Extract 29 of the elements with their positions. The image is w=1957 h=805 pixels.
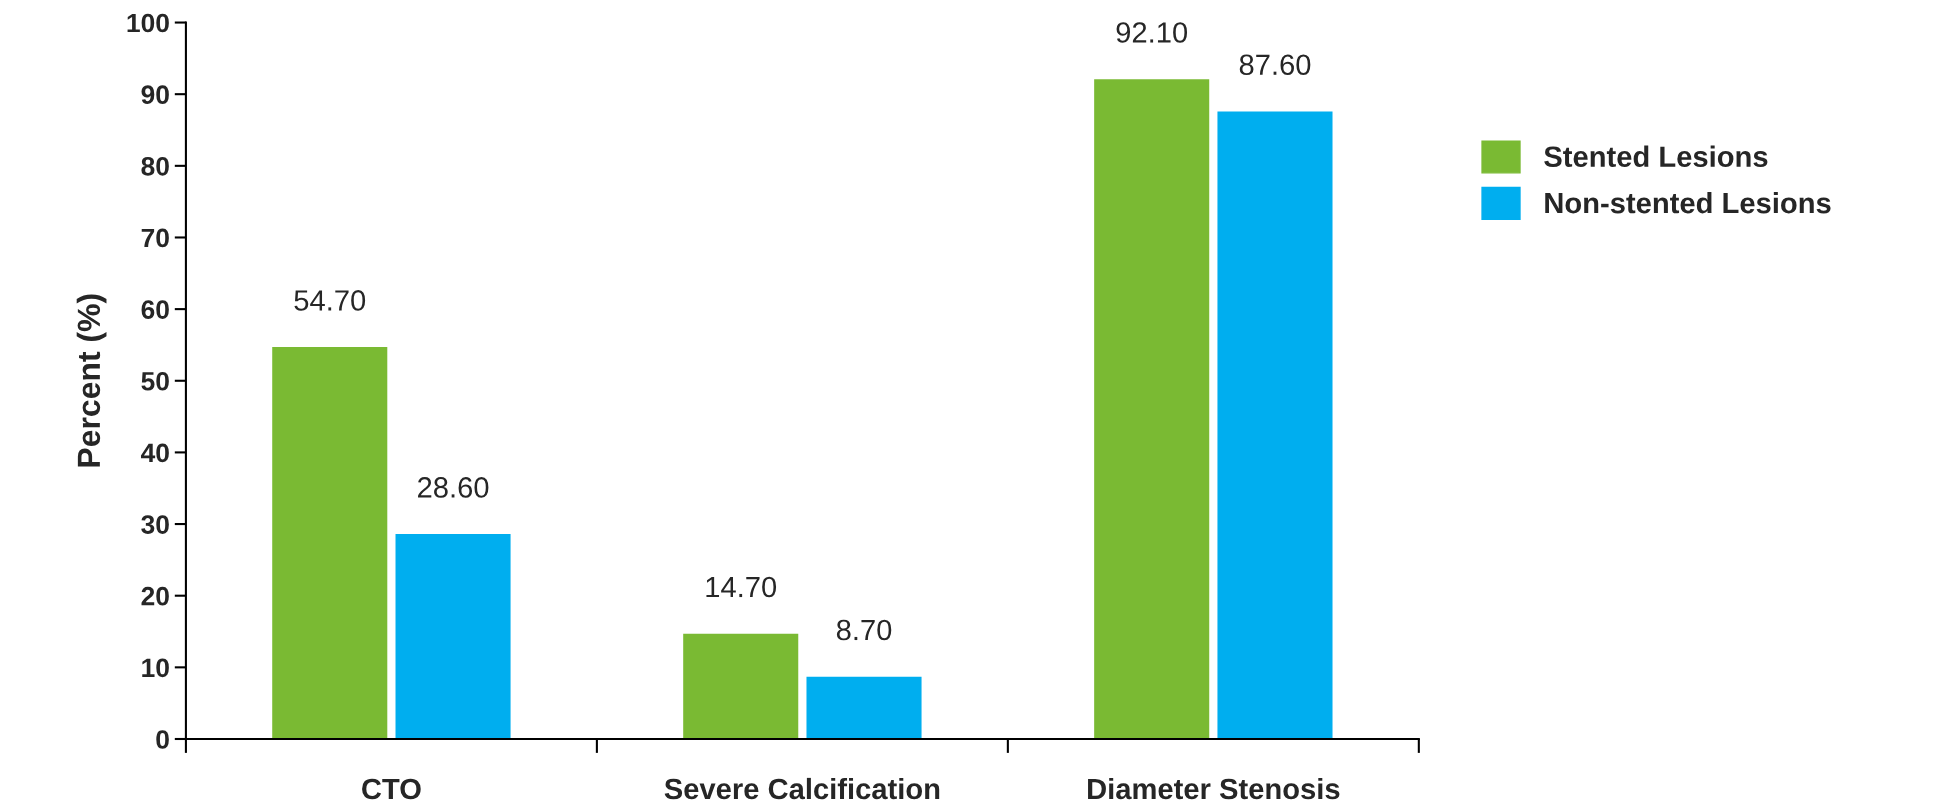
bar [1094,79,1210,739]
data-label: 28.60 [418,477,489,498]
y-tick-label: 90 [141,85,169,105]
y-tick-label: 60 [141,300,169,319]
bar [272,347,388,739]
legend-label: Non-stented Lesions [1545,191,1831,214]
bar [1217,111,1333,739]
data-label: 14.70 [706,576,777,598]
data-label: 54.70 [294,290,366,311]
data-label: 8.70 [836,619,892,641]
y-tick-label: 10 [142,658,169,678]
y-tick-label: 50 [141,371,169,391]
x-tick-label: Severe Calcification [664,777,940,800]
y-tick-label: 0 [156,730,169,749]
y-tick-label: 100 [127,13,169,33]
y-axis-title: Percent (%) [76,294,107,467]
y-tick-label: 70 [141,228,169,248]
data-label: 87.60 [1239,54,1311,76]
bar [806,676,922,739]
y-tick-label: 30 [141,515,169,534]
data-label: 92.10 [1116,22,1188,43]
bar [683,633,799,739]
bar [395,534,511,739]
legend-label: Stented Lesions [1544,145,1768,168]
y-tick-label: 20 [141,586,169,606]
x-tick-label: Diameter Stenosis [1088,777,1340,800]
y-tick-label: 80 [141,156,169,176]
y-tick-label: 40 [140,443,169,463]
x-tick-label: CTO [362,778,421,800]
